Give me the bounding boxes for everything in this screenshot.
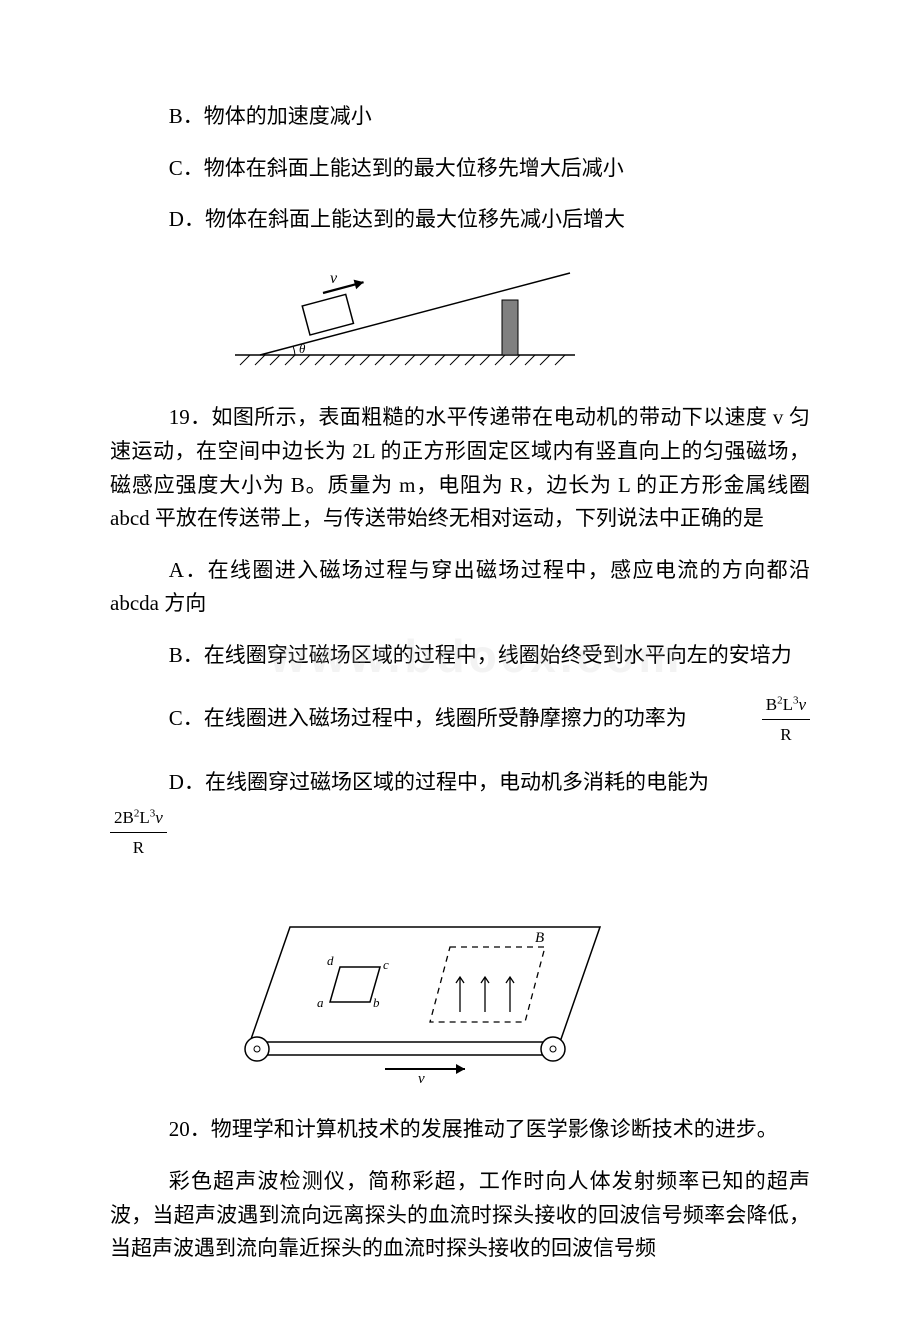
svg-text:d: d: [327, 953, 334, 968]
q19-figure: a b c d B v: [235, 897, 810, 1096]
q19-option-a: A．在线圈进入磁场过程与穿出磁场过程中，感应电流的方向都沿 abcda 方向: [110, 554, 810, 621]
q19-body: 19．如图所示，表面粗糙的水平传递带在电动机的带动下以速度 v 匀速运动，在空间…: [110, 401, 810, 535]
q19-option-d-fraction: 2B2L3v R: [110, 804, 167, 861]
q19-option-c-fraction: B2L3v R: [762, 691, 810, 748]
q19-option-d-text: D．在线圈穿过磁场区域的过程中，电动机多消耗的电能为: [110, 766, 810, 800]
q20-body2: 彩色超声波检测仪，简称彩超，工作时向人体发射频率已知的超声波，当超声波遇到流向远…: [110, 1165, 810, 1266]
q19-option-c-text: C．在线圈进入磁场过程中，线圈所受静摩擦力的功率为: [169, 702, 687, 736]
svg-text:c: c: [383, 957, 389, 972]
svg-text:v: v: [330, 270, 338, 287]
q20-body1: 20．物理学和计算机技术的发展推动了医学影像诊断技术的进步。: [110, 1113, 810, 1147]
q18-option-c: C．物体在斜面上能达到的最大位移先增大后减小: [110, 152, 810, 186]
page: www.bdocx.com B．物体的加速度减小 C．物体在斜面上能达到的最大位…: [110, 100, 810, 1266]
q18-option-b: B．物体的加速度减小: [110, 100, 810, 134]
q19-option-c: C．在线圈进入磁场过程中，线圈所受静摩擦力的功率为 B2L3v R: [110, 691, 810, 748]
q18-option-d: D．物体在斜面上能达到的最大位移先减小后增大: [110, 203, 810, 237]
svg-text:v: v: [418, 1071, 425, 1087]
svg-text:a: a: [317, 995, 324, 1010]
svg-text:θ: θ: [299, 341, 306, 356]
svg-text:B: B: [535, 930, 544, 946]
q19-option-b: B．在线圈穿过磁场区域的过程中，线圈始终受到水平向左的安培力: [110, 639, 810, 673]
svg-text:b: b: [373, 995, 380, 1010]
q18-figure: θ v: [235, 255, 810, 384]
